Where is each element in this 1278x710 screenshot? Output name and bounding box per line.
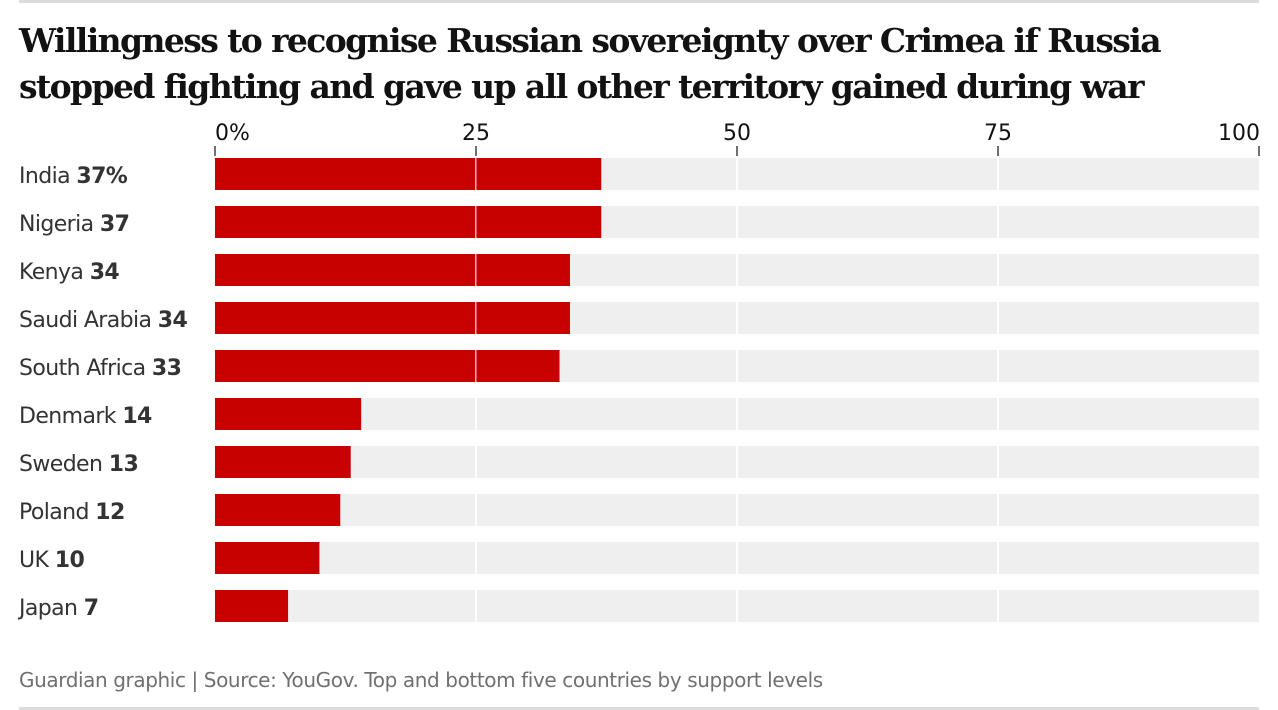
category-name: Denmark — [19, 404, 122, 429]
bar — [215, 494, 341, 526]
x-tick-label: 100 — [1218, 121, 1260, 146]
value-label: 10 — [55, 548, 85, 573]
x-tick-mark — [997, 146, 999, 156]
category-label: UK 10 — [19, 548, 84, 573]
gridline — [736, 206, 738, 238]
bottom-rule — [19, 707, 1259, 710]
category-label: Japan 7 — [17, 596, 98, 621]
gridline — [736, 398, 738, 430]
bar — [215, 398, 362, 430]
category-label: India 37% — [19, 164, 128, 189]
category-name: Saudi Arabia — [19, 308, 158, 333]
gridline — [736, 494, 738, 526]
x-tick-label: 50 — [723, 121, 751, 146]
gridline — [736, 446, 738, 478]
gridline — [997, 158, 999, 190]
category-label: Saudi Arabia 34 — [19, 308, 188, 333]
top-rule — [19, 0, 1259, 3]
gridline — [475, 542, 477, 574]
category-name: Kenya — [19, 260, 90, 285]
category-label: Poland 12 — [19, 500, 125, 525]
gridline-on-bar — [475, 302, 477, 334]
gridline — [997, 590, 999, 622]
gridline-on-bar — [475, 158, 477, 190]
bar — [215, 254, 570, 286]
category-name: Nigeria — [19, 212, 100, 237]
gridline-on-bar — [475, 206, 477, 238]
x-tick-mark — [475, 146, 477, 156]
x-tick-label: 25 — [462, 121, 490, 146]
gridline — [736, 302, 738, 334]
value-label: 12 — [95, 500, 124, 525]
gridline — [997, 494, 999, 526]
gridline — [736, 350, 738, 382]
category-label: Sweden 13 — [19, 452, 138, 477]
x-tick-mark — [214, 146, 216, 156]
category-name: Poland — [19, 500, 95, 525]
category-name: Japan — [17, 596, 84, 621]
chart-footer: Guardian graphic | Source: YouGov. Top a… — [19, 668, 823, 692]
category-name: India — [19, 164, 76, 189]
category-name: UK — [19, 548, 55, 573]
gridline — [475, 590, 477, 622]
x-tick-label: 0% — [215, 121, 250, 146]
gridline — [736, 542, 738, 574]
value-label: 14 — [122, 404, 152, 429]
gridline — [736, 158, 738, 190]
gridline-on-bar — [475, 350, 477, 382]
x-tick-mark — [1258, 146, 1260, 156]
category-label: Nigeria 37 — [19, 212, 129, 237]
value-label: 13 — [109, 452, 138, 477]
value-label: 7 — [84, 596, 99, 621]
value-label: 33 — [152, 356, 181, 381]
gridline — [736, 590, 738, 622]
gridline — [475, 494, 477, 526]
bar — [215, 446, 351, 478]
value-label: 37 — [100, 212, 129, 237]
gridline — [997, 446, 999, 478]
gridline — [997, 254, 999, 286]
bar — [215, 350, 560, 382]
bar — [215, 206, 602, 238]
category-label: Kenya 34 — [19, 260, 119, 285]
value-label: 34 — [90, 260, 120, 285]
category-name: South Africa — [19, 356, 152, 381]
bar — [215, 302, 570, 334]
category-name: Sweden — [19, 452, 109, 477]
category-label: Denmark 14 — [19, 404, 152, 429]
value-label: 37% — [76, 164, 127, 189]
gridline — [997, 542, 999, 574]
bar — [215, 158, 602, 190]
bar — [215, 542, 320, 574]
gridline — [997, 398, 999, 430]
value-label: 34 — [158, 308, 188, 333]
gridline — [736, 254, 738, 286]
gridline-on-bar — [475, 254, 477, 286]
gridline — [997, 350, 999, 382]
gridline — [997, 206, 999, 238]
bar — [215, 590, 289, 622]
gridline — [475, 446, 477, 478]
x-tick-label: 75 — [984, 121, 1012, 146]
gridline — [475, 398, 477, 430]
x-tick-mark — [736, 146, 738, 156]
gridline — [997, 302, 999, 334]
category-label: South Africa 33 — [19, 356, 181, 381]
chart-title: Willingness to recognise Russian soverei… — [19, 21, 1162, 106]
